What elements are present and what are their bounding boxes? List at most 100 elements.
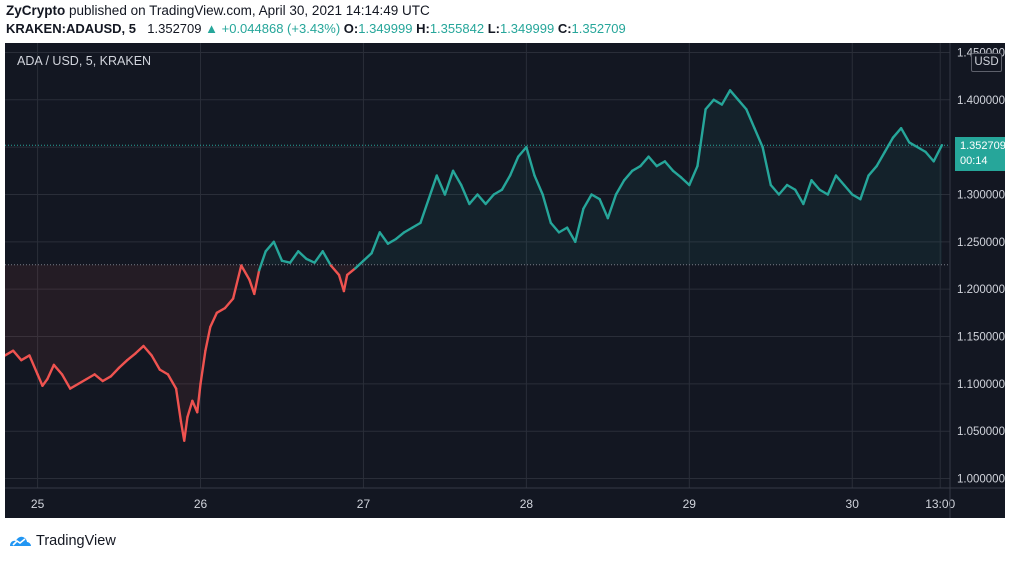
price-segment	[150, 354, 161, 371]
y-tick-label: 1.000000	[957, 474, 1005, 486]
price-segment	[158, 368, 170, 376]
y-tick-label: 1.050000	[957, 426, 1005, 438]
price-segment	[924, 150, 935, 163]
price-segment	[582, 193, 593, 210]
price-segment	[288, 250, 300, 264]
price-segment	[492, 188, 504, 196]
price-segment	[5, 349, 15, 357]
price-segment	[77, 377, 88, 386]
area-below-baseline	[5, 264, 942, 441]
price-segment	[891, 127, 903, 139]
last-price-tag: 1.352709 00:14	[955, 137, 1006, 171]
price-segment	[525, 145, 536, 177]
price-segment	[394, 231, 406, 241]
tradingview-brand[interactable]: TradingView	[36, 533, 116, 549]
symbol-info-line: KRAKEN:ADAUSD, 5 1.352709 ▲ +0.044868 (+…	[6, 21, 626, 36]
x-tick-label: 30	[846, 497, 860, 511]
footer: TradingView	[8, 533, 116, 549]
author-name[interactable]: ZyCrypto	[6, 3, 66, 18]
currency-badge[interactable]: USD	[971, 53, 1002, 72]
price-change: +0.044868 (+3.43%)	[221, 21, 341, 36]
price-segment	[508, 155, 520, 177]
price-segment	[785, 183, 797, 191]
price-segment	[908, 141, 919, 149]
price-segment	[109, 366, 121, 378]
y-tick-label: 1.300000	[957, 189, 1005, 201]
price-segment	[728, 89, 740, 102]
price-segment	[916, 145, 927, 154]
open-label: O:	[343, 21, 359, 36]
y-tick-label: 1.150000	[957, 332, 1005, 344]
price-segment	[679, 176, 691, 187]
price-segment	[451, 169, 463, 187]
price-segment	[859, 174, 870, 201]
price-segment	[427, 174, 438, 201]
price-segment	[631, 164, 642, 173]
price-segment	[199, 349, 207, 386]
tradingview-logo-icon	[10, 536, 31, 546]
y-tick-label: 1.100000	[957, 379, 1005, 391]
price-segment	[20, 354, 31, 362]
close-value: 1.352709	[571, 21, 626, 36]
price-segment	[11, 349, 23, 362]
price-segment	[598, 198, 610, 220]
price-segment	[834, 174, 846, 187]
price-segment	[362, 251, 373, 262]
price-segment	[248, 278, 256, 296]
price-segment	[386, 237, 398, 245]
price-segment	[704, 98, 715, 111]
price-segment	[204, 325, 212, 352]
price-segment	[313, 250, 324, 264]
price-segment	[899, 127, 911, 144]
price-segment	[272, 240, 284, 262]
open-value: 1.349999	[358, 21, 413, 36]
symbol-label[interactable]: KRAKEN:ADAUSD, 5	[6, 21, 137, 36]
price-segment	[565, 226, 577, 244]
price-segment	[337, 273, 346, 293]
price-segment	[443, 169, 455, 196]
published-line: ZyCrypto published on TradingView.com, A…	[6, 3, 430, 18]
price-segment	[329, 264, 341, 277]
area-above-baseline	[5, 90, 942, 265]
price-chart[interactable]: 1.000000 1.050000 1.100000 1.150000 1.200000…	[5, 43, 1005, 518]
price-segment	[125, 352, 137, 362]
x-tick-label: 13:00	[925, 497, 955, 511]
price-segment	[533, 174, 544, 196]
price-segment	[460, 183, 471, 206]
price-segment	[818, 188, 830, 196]
x-tick-label: 29	[683, 497, 697, 511]
high-value: 1.355842	[429, 21, 485, 36]
low-value: 1.349999	[499, 21, 555, 36]
price-segment	[753, 127, 764, 149]
x-tick-label: 26	[194, 497, 208, 511]
price-segment	[196, 382, 202, 414]
price-segment	[419, 198, 430, 225]
x-tick-label: 28	[520, 497, 534, 511]
price-segment	[186, 399, 194, 419]
price-segment	[305, 257, 316, 264]
price-segment	[101, 375, 113, 383]
price-segment	[370, 231, 381, 255]
price-segment	[93, 373, 104, 383]
close-label: C:	[557, 21, 572, 36]
y-tick-label: 1.250000	[957, 237, 1005, 249]
price-segment	[402, 226, 414, 234]
price-segment	[549, 221, 561, 234]
price-segment	[574, 207, 585, 244]
chart-watermark: ADA / USD, 5, KRAKEN	[17, 54, 152, 68]
price-segment	[761, 145, 772, 187]
low-label: L:	[487, 21, 500, 36]
price-segment	[468, 193, 479, 206]
price-segment	[257, 250, 267, 272]
last-price-tag-value: 1.352709	[960, 140, 1006, 152]
price-segment	[794, 188, 805, 206]
price-segment	[354, 259, 365, 270]
price-segment	[345, 267, 357, 277]
price-segment	[411, 221, 422, 229]
price-segment	[253, 269, 261, 296]
price-segment	[557, 226, 569, 234]
price-segment	[639, 155, 650, 168]
price-segment	[342, 273, 349, 293]
y-tick-label: 1.200000	[957, 284, 1005, 296]
chart-panel[interactable]: 1.000000 1.050000 1.100000 1.150000 1.200000…	[5, 43, 1006, 518]
